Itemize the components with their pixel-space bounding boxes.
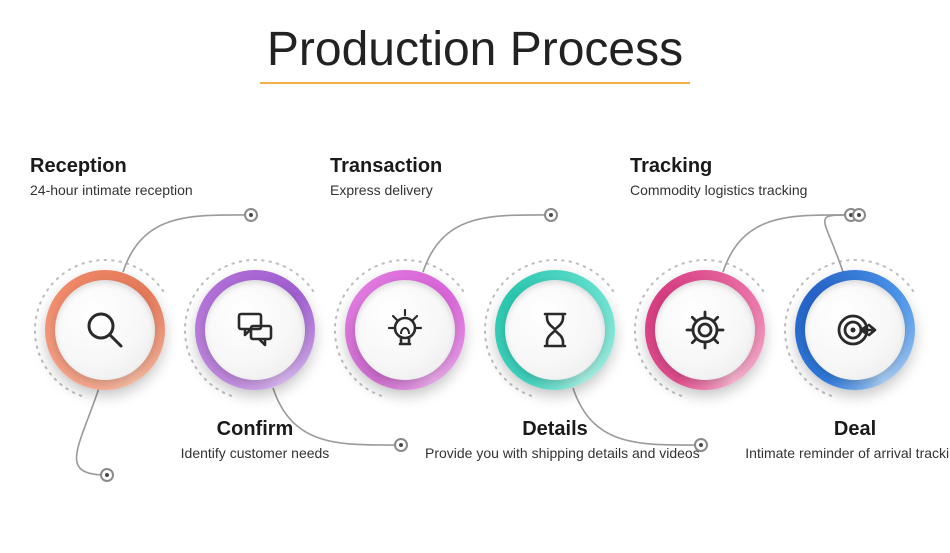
search-icon	[81, 306, 129, 354]
step-node-details	[495, 270, 615, 390]
step-desc: 24-hour intimate reception	[30, 182, 193, 198]
step-title: Deal	[725, 418, 950, 441]
step-node-confirm	[195, 270, 315, 390]
step-desc: Intimate reminder of arrival tracking	[725, 445, 950, 461]
connector-dot	[694, 438, 708, 452]
connector-dot	[244, 208, 258, 222]
step-desc: Commodity logistics tracking	[630, 182, 807, 198]
step-label-reception: Reception 24-hour intimate reception	[30, 155, 193, 198]
step-title: Details	[425, 418, 685, 441]
step-label-confirm: Confirm Identify customer needs	[125, 418, 385, 461]
title-underline	[260, 82, 690, 84]
step-label-tracking: Tracking Commodity logistics tracking	[630, 155, 807, 198]
step-node-deal	[795, 270, 915, 390]
step-title: Transaction	[330, 155, 442, 178]
chat-icon	[231, 306, 279, 354]
step-desc: Identify customer needs	[125, 445, 385, 461]
connector-dot	[100, 468, 114, 482]
step-title: Tracking	[630, 155, 807, 178]
gear-icon	[681, 306, 729, 354]
step-desc: Provide you with shipping details and vi…	[425, 445, 685, 461]
hourglass-icon	[531, 306, 579, 354]
connector-dot	[852, 208, 866, 222]
infographic-stage: Production Process Reception 24-hour inti…	[0, 0, 950, 553]
connector-dot	[394, 438, 408, 452]
bulb-icon	[381, 306, 429, 354]
connector-dot	[544, 208, 558, 222]
step-node-reception	[45, 270, 165, 390]
step-title: Confirm	[125, 418, 385, 441]
step-label-deal: Deal Intimate reminder of arrival trackin…	[725, 418, 950, 461]
target-icon	[831, 306, 879, 354]
step-desc: Express delivery	[330, 182, 442, 198]
page-title: Production Process	[0, 22, 950, 77]
step-label-transaction: Transaction Express delivery	[330, 155, 442, 198]
step-node-tracking	[645, 270, 765, 390]
step-title: Reception	[30, 155, 193, 178]
step-label-details: Details Provide you with shipping details…	[425, 418, 685, 461]
step-node-transaction	[345, 270, 465, 390]
